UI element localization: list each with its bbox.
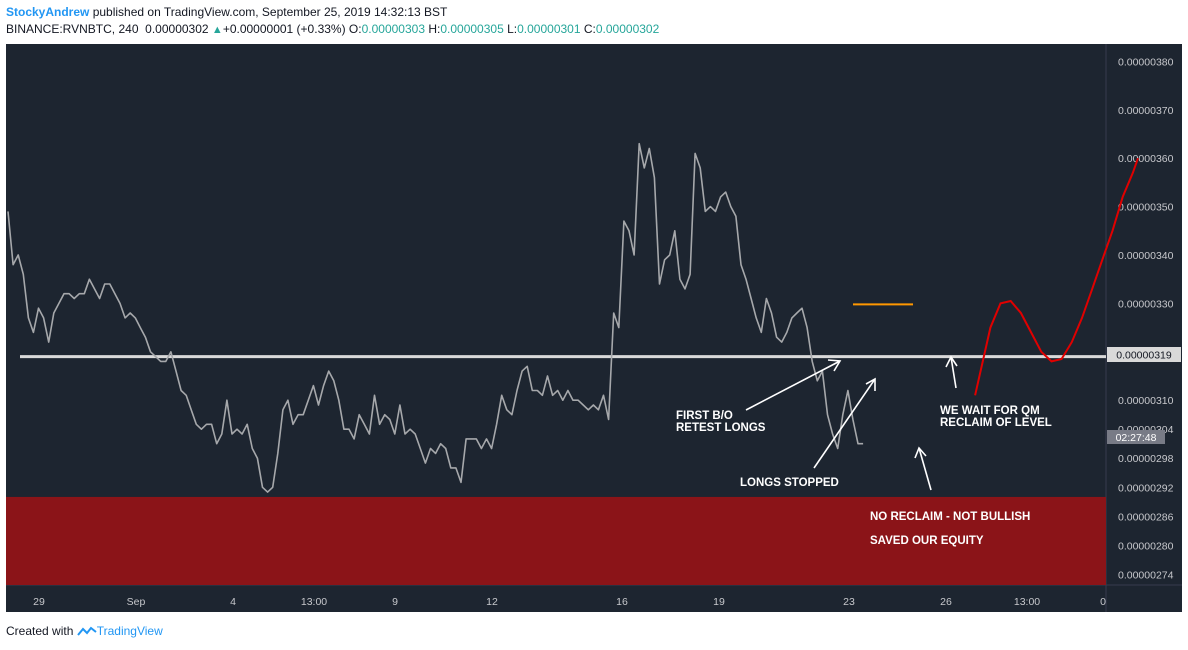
arrow-first-bo-head	[827, 359, 842, 372]
footer: Created with TradingView	[6, 624, 163, 638]
arrow-qm	[950, 356, 957, 389]
annotation-no-reclaim: NO RECLAIM - NOT BULLISH	[870, 511, 1030, 523]
published-text: published on TradingView.com, September …	[92, 5, 448, 19]
price-tick-label: 0.00000380	[1118, 56, 1174, 68]
time-tick-label: 0	[1100, 596, 1106, 608]
price-tick-label: 0.00000292	[1118, 482, 1174, 494]
arrow-no-reclaim-head	[914, 446, 927, 459]
arrow-qm-head	[945, 355, 958, 368]
price-line	[7, 142, 864, 493]
countdown-label-text: 02:27:48	[1116, 432, 1157, 444]
created-with-text: Created with	[6, 624, 74, 638]
price-tick-label: 0.00000286	[1118, 511, 1174, 523]
open-value: 0.00000303	[361, 22, 425, 36]
time-tick-label: 4	[230, 596, 236, 608]
price-chart[interactable]: 0.00000380 0.00000370 0.00000360 0.00000350…	[6, 44, 1182, 612]
countdown-label-box	[1107, 430, 1165, 444]
arrow-no-reclaim	[918, 447, 932, 491]
ohlc-bar: BINANCE:RVNBTC, 240 0.00000302 ▲+0.00000…	[6, 22, 659, 36]
support-price-label-text: 0.00000319	[1116, 350, 1172, 362]
open-label: O:	[348, 22, 362, 36]
price-tick-label: 0.00000340	[1118, 250, 1174, 262]
annotation-first-bo-1: FIRST B/O	[676, 410, 733, 422]
low-label: L:	[507, 22, 518, 36]
price-tick-label: 0.00000274	[1118, 569, 1174, 581]
arrow-longs-stopped	[813, 378, 876, 469]
price-change: +0.00000001 (+0.33%)	[222, 22, 346, 36]
time-tick-label: 29	[33, 596, 45, 608]
high-label: H:	[428, 22, 441, 36]
time-tick-label: 23	[843, 596, 855, 608]
annotation-longs-stopped: LONGS STOPPED	[740, 477, 839, 489]
time-tick-label: 19	[713, 596, 725, 608]
projection-curve	[974, 157, 1139, 396]
time-tick-label: 13:00	[1014, 596, 1040, 608]
low-value: 0.00000301	[517, 22, 581, 36]
price-tick-label: 0.00000310	[1118, 395, 1174, 407]
support-price-label-box	[1107, 347, 1181, 362]
time-tick-label: 9	[392, 596, 398, 608]
bearish-zone	[6, 496, 1106, 585]
tradingview-logo-icon	[76, 626, 97, 636]
time-tick-label: Sep	[127, 596, 146, 608]
support-price-label: 0.00000319	[1107, 347, 1181, 362]
close-value: 0.00000302	[595, 22, 660, 36]
tradingview-link[interactable]: TradingView	[96, 624, 163, 638]
triangle-up-icon: ▲	[211, 24, 223, 36]
high-value: 0.00000305	[440, 22, 504, 36]
countdown-label: 02:27:48	[1107, 430, 1165, 444]
publish-info: StockyAndrew published on TradingView.co…	[6, 5, 447, 19]
annotation-qm-2: RECLAIM OF LEVEL	[940, 417, 1052, 429]
time-tick-label: 12	[486, 596, 498, 608]
price-tick-label: 0.00000370	[1118, 105, 1174, 117]
price-axis-background	[1106, 44, 1182, 612]
symbol-label: BINANCE:RVNBTC, 240	[6, 22, 139, 36]
price-tick-label: 0.00000298	[1118, 453, 1174, 465]
time-axis: 29 Sep 4 13:00 9 12 16 19 23 26 13:00 0	[33, 596, 1106, 608]
last-price: 0.00000302	[145, 22, 209, 36]
annotation-qm-1: WE WAIT FOR QM	[940, 405, 1040, 417]
price-tick-label: 0.00000280	[1118, 540, 1174, 552]
annotation-arrows	[745, 355, 958, 491]
arrow-longs-stopped-head	[865, 377, 876, 391]
price-tick-label: 0.00000360	[1118, 153, 1174, 165]
arrow-first-bo	[745, 360, 841, 411]
price-tick-label: 0.00000350	[1118, 202, 1174, 214]
time-tick-label: 26	[940, 596, 952, 608]
close-label: C:	[583, 22, 596, 36]
price-tick-label: 0.00000330	[1118, 298, 1174, 310]
time-tick-label: 13:00	[301, 596, 327, 608]
annotation-first-bo-2: RETEST LONGS	[676, 422, 766, 434]
time-tick-label: 16	[616, 596, 628, 608]
annotation-saved: SAVED OUR EQUITY	[870, 535, 984, 547]
author-link[interactable]: StockyAndrew	[6, 5, 90, 19]
